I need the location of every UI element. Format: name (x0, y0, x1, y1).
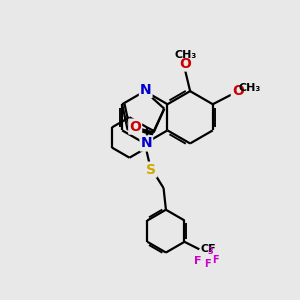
Text: CH₃: CH₃ (238, 83, 261, 93)
Text: S: S (146, 163, 156, 177)
Text: F: F (194, 256, 202, 266)
Text: O: O (129, 120, 141, 134)
Text: O: O (180, 56, 192, 70)
Text: N: N (140, 136, 152, 151)
Text: O: O (232, 84, 244, 98)
Text: CH₃: CH₃ (175, 50, 197, 60)
Text: F: F (204, 259, 211, 269)
Text: N: N (140, 83, 152, 97)
Text: 3: 3 (207, 247, 213, 256)
Text: F: F (212, 255, 219, 265)
Text: CF: CF (201, 244, 216, 254)
